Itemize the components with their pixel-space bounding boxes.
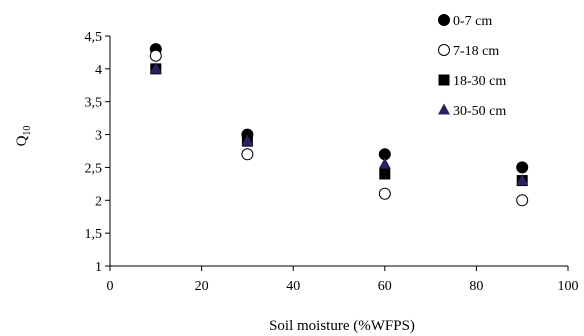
legend-label: 18-30 cm	[453, 74, 506, 89]
data-point	[378, 187, 391, 200]
y-tick-label: 1	[95, 260, 102, 275]
data-point	[149, 62, 162, 74]
y-tick-label: 3	[95, 129, 102, 144]
data-points	[149, 43, 529, 207]
x-tick-label: 80	[469, 279, 483, 294]
x-tick-label: 40	[286, 279, 300, 294]
data-point	[516, 161, 529, 174]
data-point	[149, 49, 162, 62]
legend-marker	[438, 74, 450, 86]
legend-marker	[438, 44, 450, 56]
y-tick-label: 3,5	[85, 96, 103, 111]
y-tick-label: 1,5	[85, 227, 103, 242]
data-point	[241, 134, 254, 146]
y-tick-label: 4	[95, 63, 102, 78]
x-tick-label: 60	[378, 279, 392, 294]
y-tick-label: 4,5	[85, 30, 103, 45]
data-point	[516, 194, 529, 207]
y-axis-label-subscript: 10	[22, 126, 33, 136]
data-point	[379, 168, 391, 180]
data-point	[378, 157, 391, 169]
data-point	[516, 174, 529, 186]
y-tick-label: 2	[95, 194, 102, 209]
legend-marker	[438, 14, 450, 26]
y-axis-label-main: Q	[14, 135, 30, 146]
x-tick-label: 0	[107, 279, 114, 294]
legend: 0-7 cm 7-18 cm 18-30 cm 30-50 cm	[438, 14, 506, 119]
x-tick-label: 100	[558, 279, 579, 294]
data-point	[241, 148, 254, 161]
legend-label: 7-18 cm	[453, 44, 499, 59]
y-tick-label: 2,5	[85, 161, 103, 176]
legend-label: 30-50 cm	[453, 104, 506, 119]
tick-labels: 0 20 40 60 80 100 1 1,5 2 2,5 3 3,5 4 4,5	[85, 30, 579, 294]
legend-label: 0-7 cm	[453, 14, 492, 29]
legend-marker	[438, 103, 450, 115]
x-tick-label: 20	[195, 279, 209, 294]
x-axis-label: Soil moisture (%WFPS)	[269, 318, 415, 334]
axes	[105, 35, 569, 271]
y-axis-label: Q10	[14, 126, 33, 147]
